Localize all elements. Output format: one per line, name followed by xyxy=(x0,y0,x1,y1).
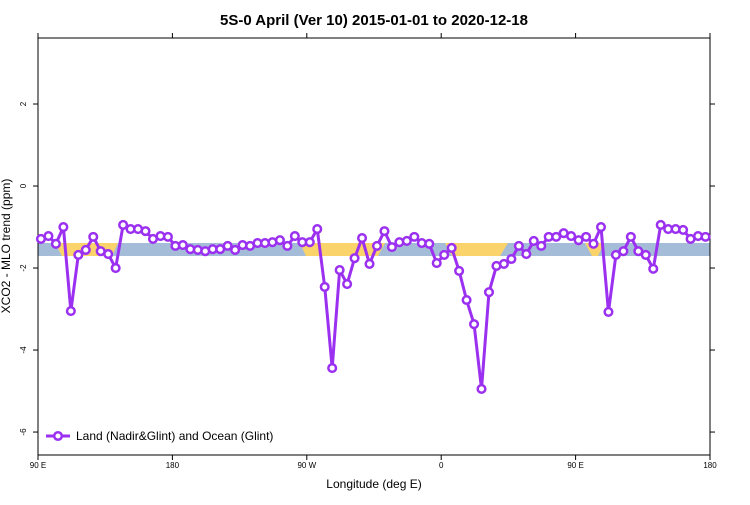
data-point xyxy=(648,263,659,274)
data-point xyxy=(386,242,397,253)
data-point xyxy=(88,231,99,242)
data-point xyxy=(700,231,711,242)
data-point xyxy=(581,231,592,242)
y-tick-label: 2 xyxy=(19,101,28,106)
data-point xyxy=(536,240,547,251)
data-point xyxy=(364,258,375,269)
data-point xyxy=(469,319,480,330)
data-point xyxy=(289,230,300,242)
data-point xyxy=(379,226,390,237)
data-point xyxy=(498,258,509,269)
x-tick-label: 90 E xyxy=(30,461,46,470)
data-point xyxy=(401,235,412,247)
data-point xyxy=(610,249,621,260)
data-point xyxy=(476,383,487,395)
data-point xyxy=(230,244,241,256)
x-tick-label: 90 E xyxy=(567,461,583,470)
data-point xyxy=(371,240,383,251)
y-tick-label: 0 xyxy=(19,183,28,188)
y-tick-label: -4 xyxy=(19,346,28,354)
legend-marker xyxy=(52,430,64,442)
data-point xyxy=(461,294,472,306)
data-point xyxy=(274,235,285,246)
data-point xyxy=(603,306,614,317)
data-point xyxy=(528,235,539,247)
x-axis-label: Longitude (deg E) xyxy=(326,477,421,491)
data-point xyxy=(655,219,666,231)
data-point xyxy=(454,265,465,276)
data-point xyxy=(58,221,69,233)
data-point xyxy=(439,249,450,260)
x-tick-label: 180 xyxy=(703,461,717,470)
chart-title: 5S-0 April (Ver 10) 2015-01-01 to 2020-1… xyxy=(220,12,528,29)
data-point xyxy=(162,231,173,242)
data-point xyxy=(282,240,293,251)
data-point xyxy=(640,249,651,260)
land-band xyxy=(445,243,508,256)
data-point xyxy=(483,287,495,298)
data-point xyxy=(334,265,345,276)
data-point xyxy=(431,258,442,269)
data-point xyxy=(103,249,114,260)
plot-frame xyxy=(37,37,711,456)
data-point xyxy=(65,306,76,317)
data-point xyxy=(588,238,599,249)
data-point xyxy=(595,221,607,233)
data-point xyxy=(312,224,323,235)
data-point xyxy=(319,281,330,292)
data-point xyxy=(618,246,629,257)
data-point xyxy=(678,224,689,235)
data-point xyxy=(110,262,121,274)
x-tick-label: 180 xyxy=(166,461,180,470)
data-point xyxy=(357,233,368,244)
data-point xyxy=(446,242,457,253)
y-axis-label: XCO2 - MLO trend (ppm) xyxy=(0,179,13,314)
data-point xyxy=(506,253,517,265)
x-tick-label: 90 W xyxy=(297,461,316,470)
data-point xyxy=(327,363,338,374)
data-point xyxy=(424,238,435,249)
data-point xyxy=(566,230,577,242)
data-point xyxy=(43,230,54,242)
data-point xyxy=(551,231,562,242)
data-point xyxy=(140,226,151,237)
y-tick-label: -2 xyxy=(19,264,28,272)
y-tick-label: -6 xyxy=(19,428,28,436)
x-tick-label: 0 xyxy=(439,461,444,470)
data-point xyxy=(625,231,636,242)
data-point xyxy=(222,240,233,251)
data-point xyxy=(513,240,524,251)
data-point xyxy=(118,219,129,231)
data-point xyxy=(50,238,61,249)
legend-label: Land (Nadir&Glint) and Ocean (Glint) xyxy=(76,429,273,443)
data-point xyxy=(80,244,91,256)
data-point xyxy=(73,249,84,260)
data-point xyxy=(409,231,420,242)
data-point xyxy=(521,249,532,260)
data-point xyxy=(633,246,644,257)
data-point xyxy=(349,253,360,264)
data-point xyxy=(304,237,315,248)
data-point xyxy=(177,240,188,251)
data-point xyxy=(342,278,353,290)
